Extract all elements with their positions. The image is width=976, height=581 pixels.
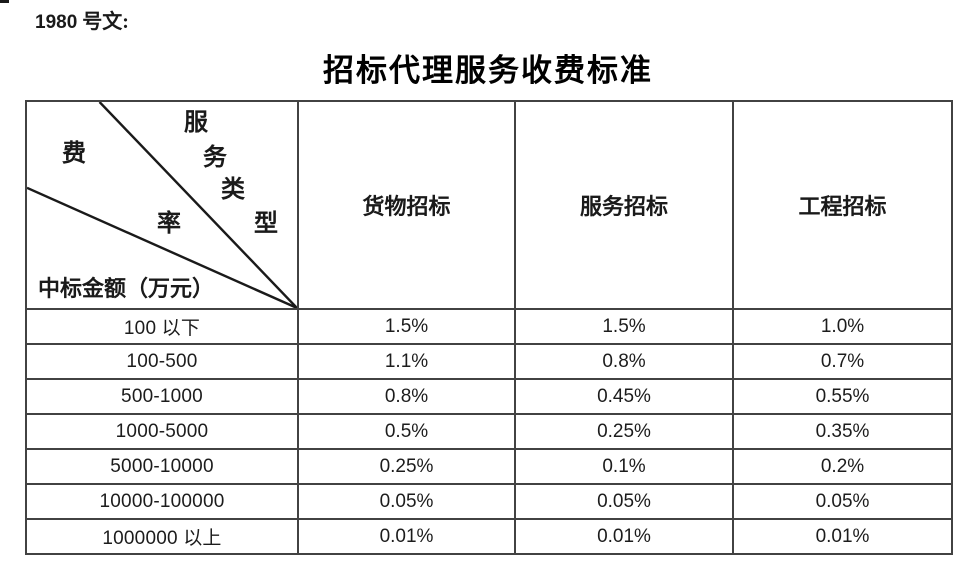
rate-cell: 0.5% [297, 413, 516, 450]
rate-cell: 0.05% [297, 483, 516, 520]
fee-rate-char: 费 [62, 141, 86, 167]
rate-cell: 0.2% [732, 448, 953, 485]
rate-cell: 0.8% [297, 378, 516, 415]
amount-range-cell: 100 以下 [25, 308, 299, 345]
rate-cell: 1.1% [297, 343, 516, 380]
rate-cell: 0.01% [514, 518, 734, 555]
table-row: 500-1000 0.8% 0.45% 0.55% [25, 378, 953, 415]
rate-cell: 0.8% [514, 343, 734, 380]
amount-axis-label: 中标金额（万元） [38, 276, 215, 301]
rate-cell: 1.5% [297, 308, 516, 345]
rate-cell: 0.01% [297, 518, 516, 555]
diagonal-divider-lines [28, 103, 296, 307]
rate-cell: 0.01% [732, 518, 953, 555]
doc-suffix: 号文: [77, 11, 129, 33]
table-row: 1000-5000 0.5% 0.25% 0.35% [25, 413, 953, 450]
amount-range-cell: 100-500 [25, 343, 299, 380]
doc-number: 1980 [35, 12, 78, 33]
table-row: 1000000 以上 0.01% 0.01% 0.01% [25, 518, 953, 555]
column-header-services: 服务招标 [514, 100, 734, 310]
rate-cell: 1.0% [732, 308, 953, 345]
diag-label-char: 务 [203, 145, 227, 171]
rate-cell: 0.45% [514, 378, 734, 415]
column-header-goods: 货物招标 [297, 100, 516, 310]
table-header-row: 服 务 类 型 费 率 中标金额（万元） 货物招标 服务招标 工程招标 [25, 100, 953, 310]
diagonal-header-cell: 服 务 类 型 费 率 中标金额（万元） [25, 100, 299, 310]
rate-cell: 0.35% [732, 413, 953, 450]
doc-reference: 1980 号文: [35, 5, 129, 34]
amount-range-cell: 10000-100000 [25, 483, 299, 520]
rate-cell: 1.5% [514, 308, 734, 345]
amount-range-cell: 500-1000 [25, 378, 299, 415]
rate-cell: 0.1% [514, 448, 734, 485]
rate-cell: 0.25% [297, 448, 516, 485]
diag-label-char: 类 [221, 177, 245, 203]
fee-table: 服 务 类 型 费 率 中标金额（万元） 货物招标 服务招标 工程招标 100 … [25, 100, 953, 555]
rate-cell: 0.7% [732, 343, 953, 380]
amount-range-cell: 1000000 以上 [25, 518, 299, 555]
diag-label-char: 服 [184, 110, 208, 136]
table-row: 100-500 1.1% 0.8% 0.7% [25, 343, 953, 380]
page-title: 招标代理服务收费标准 [323, 53, 653, 88]
table-row: 5000-10000 0.25% 0.1% 0.2% [25, 448, 953, 485]
rate-cell: 0.05% [514, 483, 734, 520]
table-row: 10000-100000 0.05% 0.05% 0.05% [25, 483, 953, 520]
fee-rate-char: 率 [157, 211, 181, 237]
rate-cell: 0.25% [514, 413, 734, 450]
column-header-engineering: 工程招标 [732, 100, 953, 310]
rate-cell: 0.55% [732, 378, 953, 415]
rate-cell: 0.05% [732, 483, 953, 520]
table-row: 100 以下 1.5% 1.5% 1.0% [25, 308, 953, 345]
amount-range-cell: 5000-10000 [25, 448, 299, 485]
page-corner-mark [0, 0, 9, 3]
amount-range-cell: 1000-5000 [25, 413, 299, 450]
diag-label-char: 型 [254, 211, 278, 237]
